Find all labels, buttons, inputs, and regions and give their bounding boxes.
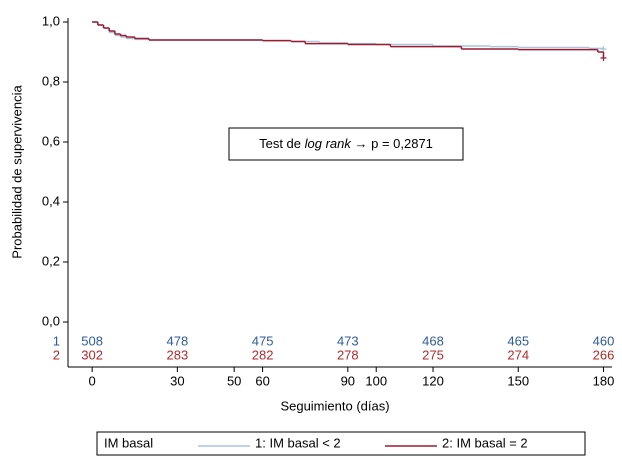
risk-count: 473	[337, 333, 359, 348]
annotation-text: → p = 0,2871	[351, 136, 433, 151]
risk-row-label: 1	[53, 333, 60, 348]
censor-mark	[600, 46, 607, 52]
annotation-box	[228, 127, 464, 161]
risk-count: 274	[507, 347, 529, 362]
x-tick-label: 150	[507, 373, 529, 388]
risk-count: 475	[252, 333, 274, 348]
risk-count: 465	[507, 333, 529, 348]
legend-label: 2: IM basal = 2	[442, 435, 528, 450]
risk-count: 283	[167, 347, 189, 362]
annotation-italic: log rank	[305, 136, 353, 151]
annotation: Test de log rank → p = 0,2871	[259, 136, 433, 151]
annotation-text: Test de	[259, 136, 305, 151]
y-tick-label: 1,0	[42, 13, 60, 28]
risk-count: 478	[167, 333, 189, 348]
legend-title: IM basal	[104, 435, 153, 450]
risk-count: 468	[422, 333, 444, 348]
x-tick-label: 60	[255, 373, 269, 388]
risk-count: 282	[252, 347, 274, 362]
x-tick-label: 90	[341, 373, 355, 388]
x-tick-label: 0	[89, 373, 96, 388]
x-tick-label: 120	[422, 373, 444, 388]
risk-count: 266	[593, 347, 615, 362]
y-tick-label: 0,2	[42, 253, 60, 268]
risk-count: 508	[81, 333, 103, 348]
x-tick-label: 180	[593, 373, 615, 388]
x-axis-label: Seguimiento (días)	[280, 398, 389, 413]
risk-count: 278	[337, 347, 359, 362]
x-tick-label: 100	[365, 373, 387, 388]
risk-count: 302	[81, 347, 103, 362]
legend-label: 1: IM basal < 2	[255, 435, 341, 450]
x-tick-label: 50	[227, 373, 241, 388]
y-tick-label: 0,4	[42, 193, 60, 208]
censor-mark	[600, 55, 607, 61]
x-tick-label: 30	[170, 373, 184, 388]
y-tick-label: 0,0	[42, 313, 60, 328]
risk-count: 460	[593, 333, 615, 348]
risk-count: 275	[422, 347, 444, 362]
legend-box	[96, 431, 586, 456]
risk-row-label: 2	[53, 347, 60, 362]
y-tick-label: 0,6	[42, 133, 60, 148]
y-tick-label: 0,8	[42, 73, 60, 88]
y-axis-label: Probabilidad de supervivencia	[9, 85, 24, 259]
